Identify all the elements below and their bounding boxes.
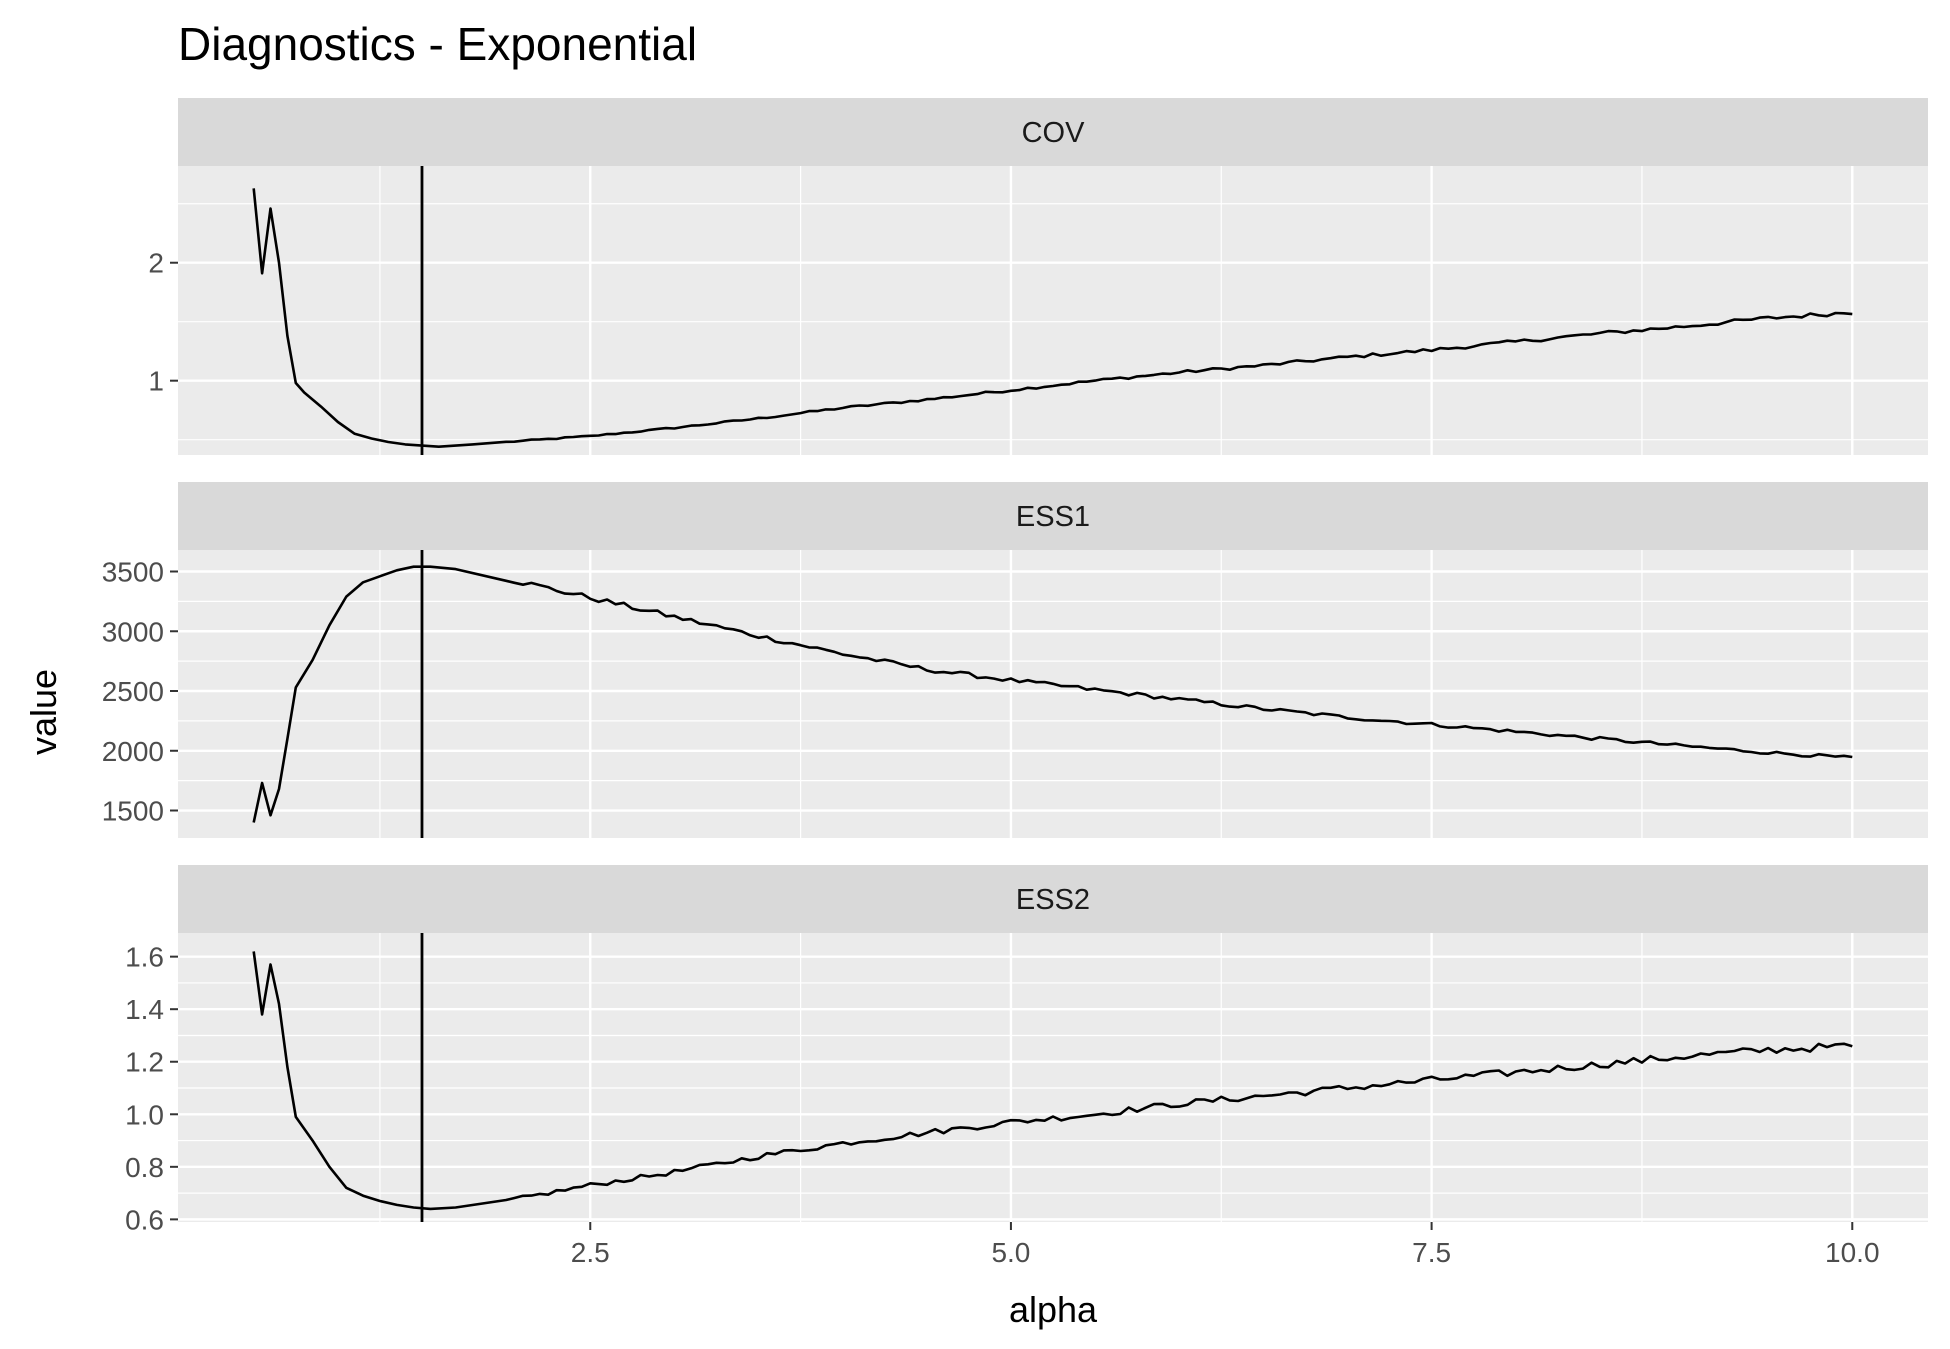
y-axis-title: value	[23, 669, 64, 755]
y-tick-label: 1.2	[125, 1047, 164, 1078]
y-tick-label: 3000	[102, 616, 164, 647]
facet-strip-label: COV	[1022, 117, 1086, 149]
y-tick-label: 2500	[102, 676, 164, 707]
facet-panels: COV 1 2 ESS1 1500 2000 2500 3000 3500 ESS2 0.6 0.8 1…	[102, 98, 1928, 1235]
facet-strip-label: ESS2	[1016, 884, 1090, 916]
y-tick-label: 1500	[102, 796, 164, 827]
y-tick-label: 0.6	[125, 1204, 164, 1235]
facet-ess1: ESS1 1500 2000 2500 3000 3500	[102, 482, 1928, 838]
y-tick-label: 1.4	[125, 994, 164, 1025]
series-line-ess1	[252, 565, 1853, 823]
facet-cov: COV 1 2	[148, 98, 1928, 455]
facet-ess2: ESS2 0.6 0.8 1.0 1.2 1.4 1.6	[125, 865, 1928, 1235]
y-tick-label: 2000	[102, 736, 164, 767]
y-tick-label: 1.0	[125, 1099, 164, 1130]
x-axis: 2.5 5.0 7.5 10.0	[571, 1222, 1880, 1268]
y-tick-label: 1.6	[125, 942, 164, 973]
panel-background	[178, 550, 1928, 838]
facet-strip	[178, 482, 1928, 550]
y-tick-label: 2	[148, 248, 164, 279]
facet-strip	[178, 98, 1928, 166]
series-line-cov	[252, 188, 1853, 448]
x-tick-label: 5.0	[991, 1237, 1030, 1268]
facet-strip-label: ESS1	[1016, 501, 1090, 533]
series-line-ess2	[252, 951, 1853, 1211]
x-axis-title: alpha	[1009, 1289, 1098, 1330]
facet-strip	[178, 865, 1928, 933]
y-tick-label: 0.8	[125, 1152, 164, 1183]
panel-background	[178, 166, 1928, 455]
chart-title: Diagnostics - Exponential	[178, 18, 697, 70]
y-tick-label: 1	[148, 366, 164, 397]
panel-background	[178, 933, 1928, 1222]
x-tick-label: 7.5	[1412, 1237, 1451, 1268]
y-tick-label: 3500	[102, 557, 164, 588]
x-tick-label: 2.5	[571, 1237, 610, 1268]
x-tick-label: 10.0	[1825, 1237, 1880, 1268]
